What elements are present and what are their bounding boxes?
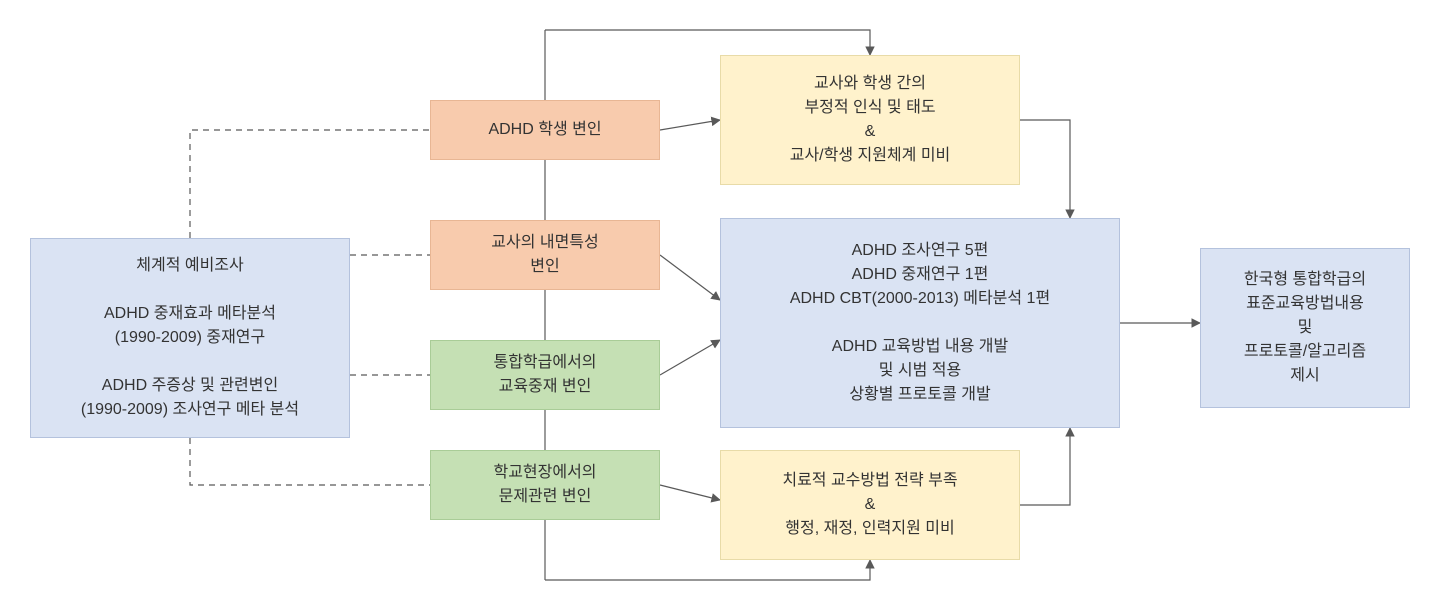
edge-issueTop-to-center bbox=[1020, 120, 1070, 218]
node-var4: 학교현장에서의 문제관련 변인 bbox=[430, 450, 660, 520]
edge-var4-to-issueBottom bbox=[660, 485, 720, 500]
edge-var1-to-issueTop bbox=[660, 120, 720, 130]
edge-var2-to-center bbox=[660, 255, 720, 300]
edge-top-bus-to-issueTop bbox=[545, 30, 870, 55]
node-var1: ADHD 학생 변인 bbox=[430, 100, 660, 160]
edge-bottom-bus-to-issueBottom bbox=[545, 560, 870, 580]
node-issueBottom: 치료적 교수방법 전략 부족 & 행정, 재정, 인력지원 미비 bbox=[720, 450, 1020, 560]
node-var2: 교사의 내면특성 변인 bbox=[430, 220, 660, 290]
edge-src-to-var1 bbox=[190, 130, 430, 238]
node-center: ADHD 조사연구 5편 ADHD 중재연구 1편 ADHD CBT(2000-… bbox=[720, 218, 1120, 428]
node-source: 체계적 예비조사 ADHD 중재효과 메타분석 (1990-2009) 중재연구… bbox=[30, 238, 350, 438]
node-var3: 통합학급에서의 교육중재 변인 bbox=[430, 340, 660, 410]
edge-src-to-var4 bbox=[190, 438, 430, 485]
edge-issueBottom-to-center bbox=[1020, 428, 1070, 505]
edge-var3-to-center bbox=[660, 340, 720, 375]
node-result: 한국형 통합학급의 표준교육방법내용 및 프로토콜/알고리즘 제시 bbox=[1200, 248, 1410, 408]
node-issueTop: 교사와 학생 간의 부정적 인식 및 태도 & 교사/학생 지원체계 미비 bbox=[720, 55, 1020, 185]
